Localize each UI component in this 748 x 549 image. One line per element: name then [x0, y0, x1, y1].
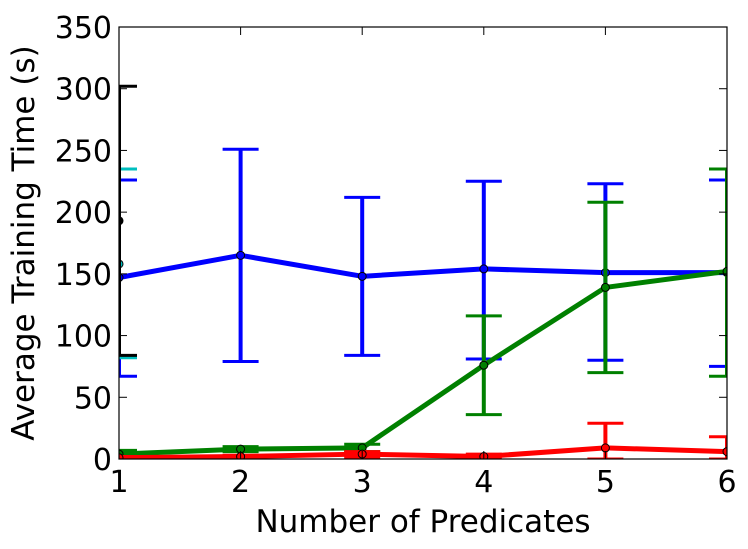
- y-tick-label: 100: [55, 320, 112, 355]
- x-tick-label: 4: [474, 465, 493, 500]
- y-tick-label: 150: [55, 258, 112, 293]
- data-point: [479, 264, 489, 274]
- plot-content: [119, 84, 727, 459]
- y-tick-label: 350: [55, 11, 112, 46]
- data-point: [479, 360, 489, 370]
- data-point: [357, 271, 367, 281]
- data-point: [600, 443, 610, 453]
- data-point: [600, 282, 610, 292]
- x-tick-label: 2: [231, 465, 250, 500]
- data-point: [119, 216, 124, 226]
- x-tick-label: 1: [109, 465, 128, 500]
- x-tick-label: 5: [596, 465, 615, 500]
- data-point: [236, 250, 246, 260]
- x-tick-label: 6: [717, 465, 736, 500]
- y-tick-label: 200: [55, 196, 112, 231]
- series-4: [119, 84, 137, 357]
- series-1: [119, 167, 727, 459]
- y-axis-label: Average Training Time (s): [6, 45, 42, 440]
- data-point: [722, 447, 727, 457]
- x-axis-label: Number of Predicates: [255, 504, 590, 540]
- data-point: [119, 453, 124, 459]
- x-tick-label: 3: [353, 465, 372, 500]
- series-2: [119, 421, 727, 459]
- plot-frame: [118, 26, 728, 460]
- axis-ticks: 1 2 3 4 5 6 0 50 100 150 200 250 300 350: [55, 11, 737, 500]
- y-tick-label: 50: [74, 381, 112, 416]
- y-tick-label: 0: [93, 443, 112, 478]
- y-tick-label: 250: [55, 134, 112, 169]
- series-line: [119, 268, 727, 457]
- series-0: [119, 147, 727, 378]
- series-line: [119, 252, 727, 281]
- series-line: [119, 445, 727, 459]
- y-tick-label: 300: [55, 73, 112, 108]
